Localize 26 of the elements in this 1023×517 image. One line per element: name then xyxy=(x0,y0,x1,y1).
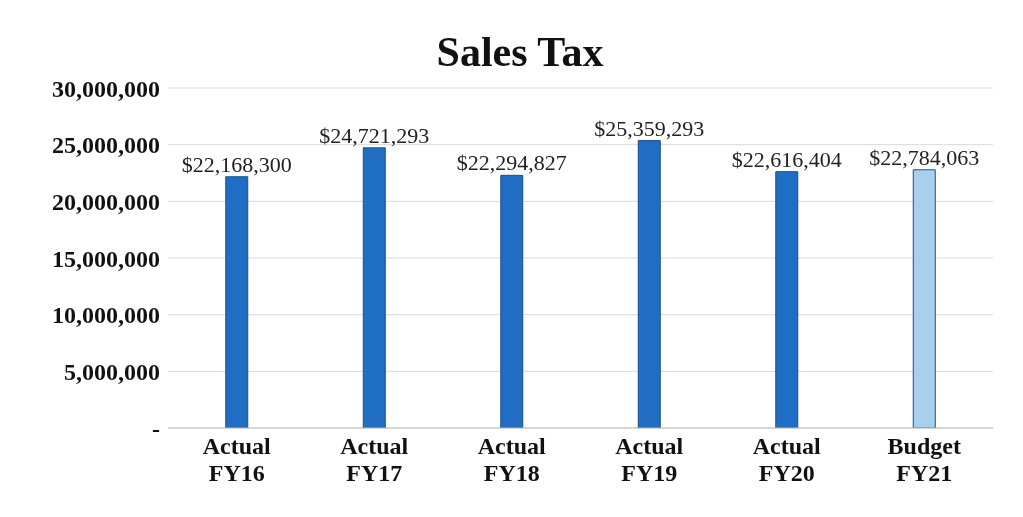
x-tick-label: Actual FY20 xyxy=(752,433,822,486)
data-label: $22,294,827 xyxy=(456,150,567,176)
bar xyxy=(637,140,661,428)
bar xyxy=(362,147,386,428)
bar xyxy=(775,171,799,428)
y-tick-label: 5,000,000 xyxy=(64,358,160,385)
data-label: $24,721,293 xyxy=(319,122,430,148)
data-label: $25,359,293 xyxy=(594,115,705,141)
y-tick-label: 10,000,000 xyxy=(52,302,160,329)
y-tick-label: 20,000,000 xyxy=(52,188,160,215)
bar xyxy=(912,169,936,428)
bar xyxy=(500,174,524,428)
chart-title: Sales Tax xyxy=(436,29,604,75)
y-tick-label: 15,000,000 xyxy=(52,245,160,272)
bar xyxy=(225,176,249,428)
y-tick-label: 30,000,000 xyxy=(52,75,160,102)
y-tick-label: 25,000,000 xyxy=(52,132,160,159)
data-label: $22,168,300 xyxy=(181,151,292,177)
y-tick-label: - xyxy=(152,415,160,442)
x-tick-label: Actual FY16 xyxy=(202,433,272,486)
data-label: $22,784,063 xyxy=(869,144,980,170)
x-tick-label: Actual FY17 xyxy=(340,433,409,486)
x-tick-label: Actual FY18 xyxy=(477,433,547,486)
x-tick-label: Budget FY21 xyxy=(887,433,961,486)
x-tick-label: Actual FY19 xyxy=(615,433,684,486)
data-label: $22,616,404 xyxy=(731,146,842,172)
